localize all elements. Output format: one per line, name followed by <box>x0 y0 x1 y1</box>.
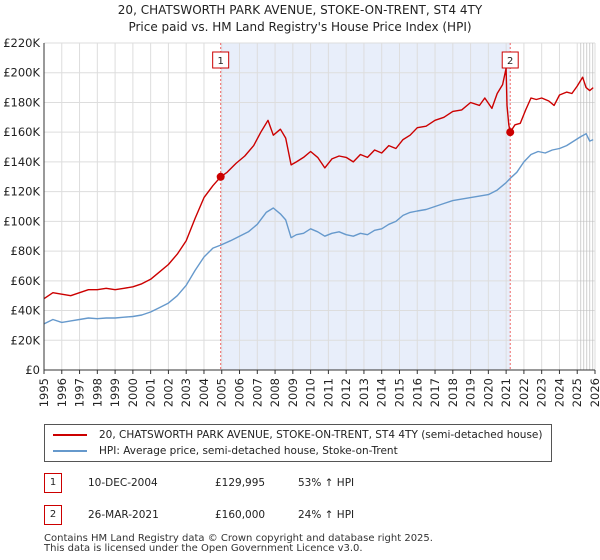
x-tick-label: 2000 <box>126 378 140 407</box>
y-tick-label: £60K <box>11 274 41 288</box>
x-tick-label: 2022 <box>517 378 531 407</box>
legend-swatch-property <box>53 434 87 436</box>
legend-swatch-hpi <box>53 450 87 452</box>
footer-licence: This data is licensed under the Open Gov… <box>44 543 363 554</box>
y-tick-label: £0 <box>25 363 40 377</box>
y-tick-label: £20K <box>11 333 41 347</box>
x-tick-label: 2021 <box>499 378 513 407</box>
footer-copyright: Contains HM Land Registry data © Crown c… <box>44 533 433 544</box>
x-tick-label: 1997 <box>73 378 87 407</box>
sale-label-box <box>212 51 230 69</box>
hpi-series-line <box>43 133 594 325</box>
legend-label-property: 20, CHATSWORTH PARK AVENUE, STOKE-ON-TRE… <box>99 429 543 441</box>
sale-price: £160,000 <box>215 509 266 521</box>
x-tick-label: 2013 <box>357 378 371 407</box>
y-tick-label: £160K <box>3 125 40 139</box>
y-tick-label: £100K <box>3 214 40 228</box>
x-tick-label: 2002 <box>161 378 175 407</box>
x-tick-label: 1998 <box>90 378 104 407</box>
y-tick-label: £140K <box>3 155 40 169</box>
sale-price: £129,995 <box>215 477 266 489</box>
x-tick-label: 2020 <box>481 378 495 407</box>
y-tick-label: £80K <box>11 244 41 258</box>
chart-title: 20, CHATSWORTH PARK AVENUE, STOKE-ON-TRE… <box>117 3 483 17</box>
x-tick-label: 2004 <box>197 378 211 407</box>
legend: 20, CHATSWORTH PARK AVENUE, STOKE-ON-TRE… <box>44 424 552 462</box>
y-tick-label: £120K <box>3 185 40 199</box>
sale-marker-badge: 2 <box>44 505 62 525</box>
x-tick-label: 2007 <box>250 378 264 407</box>
x-tick-label: 2010 <box>304 378 318 407</box>
y-tick-label: £40K <box>11 304 41 318</box>
sale-hpi-change: 53% ↑ HPI <box>298 477 355 489</box>
sale-label-box <box>501 51 519 69</box>
property-series-line <box>43 67 594 300</box>
y-tick-label: £220K <box>3 36 40 50</box>
x-tick-label: 2024 <box>552 378 566 407</box>
x-tick-label: 2016 <box>410 378 424 407</box>
x-tick-label: 2003 <box>179 378 193 407</box>
x-tick-label: 1996 <box>55 378 69 407</box>
x-tick-label: 2014 <box>375 378 389 407</box>
sale-point <box>506 128 515 137</box>
ownership-period-shade <box>220 43 511 370</box>
sale-point <box>216 172 225 181</box>
sale-date: 26-MAR-2021 <box>88 509 159 521</box>
x-tick-label: 2005 <box>215 378 229 407</box>
x-tick-label: 1999 <box>108 378 122 407</box>
sale-label-number: 1 <box>217 56 223 67</box>
chart-subtitle: Price paid vs. HM Land Registry's House … <box>128 20 472 34</box>
y-tick-label: £200K <box>3 66 40 80</box>
x-tick-label: 2025 <box>570 378 584 407</box>
x-tick-label: 2017 <box>428 378 442 407</box>
price-chart: £0 £20K £40K £60K £80K £100K £120K £140K £160K £1… <box>3 36 600 407</box>
x-tick-label: 2009 <box>286 378 300 407</box>
x-tick-label: 1995 <box>37 378 51 407</box>
legend-label-hpi: HPI: Average price, semi-detached house,… <box>99 445 398 457</box>
x-tick-label: 2006 <box>233 378 247 407</box>
sale-label-number: 2 <box>507 56 513 67</box>
sale-date: 10-DEC-2004 <box>88 477 158 489</box>
x-tick-label: 2011 <box>321 378 335 407</box>
sale-marker-badge: 1 <box>44 473 62 493</box>
sale-hpi-change: 24% ↑ HPI <box>298 509 355 521</box>
x-tick-label: 2008 <box>268 378 282 407</box>
x-tick-label: 2023 <box>535 378 549 407</box>
x-tick-label: 2001 <box>144 378 158 407</box>
x-tick-label: 2012 <box>339 378 353 407</box>
x-tick-label: 2026 <box>588 378 600 407</box>
x-tick-label: 2018 <box>446 378 460 407</box>
y-tick-label: £180K <box>3 95 40 109</box>
x-tick-label: 2019 <box>464 378 478 407</box>
x-tick-label: 2015 <box>392 378 406 407</box>
